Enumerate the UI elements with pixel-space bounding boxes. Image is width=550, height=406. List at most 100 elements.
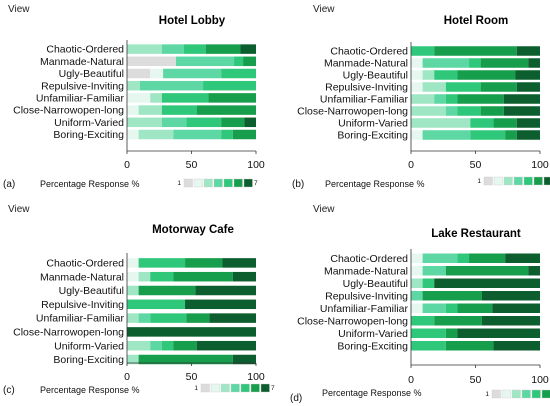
bar-repulsive-inviting-level-6 bbox=[422, 291, 482, 301]
bar-manmade-natural-level-6 bbox=[480, 58, 529, 68]
bar-unfamiliar-familiar-level-5 bbox=[150, 313, 187, 323]
bar-chaotic-ordered-level-7 bbox=[222, 258, 256, 268]
panel-lake-restaurant: View Lake Restaurant Chaotic-OrderedManm… bbox=[290, 204, 550, 404]
category-label-manmade-natural: Manmade-Natural bbox=[40, 271, 124, 283]
bar-boring-exciting-level-7 bbox=[232, 354, 256, 365]
legend-min-label: 1 bbox=[194, 385, 198, 392]
category-label-ugly-beautiful: Ugly-Beautiful bbox=[343, 70, 408, 82]
bar-repulsive-inviting-level-4 bbox=[411, 291, 423, 301]
category-label-close-narrowopen-long: Close-Narrowopen-long bbox=[297, 106, 408, 118]
bar-manmade-natural-level-5 bbox=[150, 271, 174, 282]
bar-close-narrowopen-long-level-5 bbox=[161, 105, 197, 115]
bar-uniform-varied-level-4 bbox=[150, 340, 162, 351]
bar-boring-exciting-level-5 bbox=[221, 129, 233, 140]
bar-close-narrowopen-long-level-6 bbox=[480, 106, 504, 116]
bar-repulsive-inviting-level-5 bbox=[445, 82, 481, 92]
category-label-boring-exciting: Boring-Exciting bbox=[337, 130, 408, 142]
panel-label: (c) bbox=[3, 385, 15, 396]
panel-label: (a) bbox=[3, 179, 15, 190]
chart-title: Hotel Lobby bbox=[159, 15, 226, 27]
bar-unfamiliar-familiar-level-5 bbox=[161, 93, 209, 103]
bar-unfamiliar-familiar-level-7 bbox=[209, 313, 256, 323]
chart-title: Hotel Room bbox=[444, 15, 509, 27]
legend-swatch-level-1 bbox=[483, 176, 493, 186]
bar-chaotic-ordered-level-2 bbox=[411, 253, 423, 263]
x-tick-label-50: 50 bbox=[186, 371, 198, 383]
chart-title: Lake Restaurant bbox=[431, 228, 521, 240]
bar-chaotic-ordered-level-5 bbox=[138, 258, 186, 268]
legend-swatch-level-7 bbox=[543, 176, 550, 186]
bar-ugly-beautiful-level-7 bbox=[195, 285, 256, 296]
x-tick-label-0: 0 bbox=[124, 159, 130, 171]
legend-swatch-level-3 bbox=[203, 178, 213, 188]
legend-max-label: 7 bbox=[254, 180, 258, 187]
bar-chaotic-ordered-level-5 bbox=[183, 44, 206, 54]
bar-manmade-natural-level-6 bbox=[173, 271, 233, 282]
bar-manmade-natural-level-5 bbox=[469, 58, 481, 68]
bar-unfamiliar-familiar-level-2 bbox=[411, 303, 423, 313]
bar-ugly-beautiful-level-7 bbox=[434, 278, 540, 288]
bar-repulsive-inviting-level-6 bbox=[480, 82, 517, 92]
bar-close-narrowopen-long-level-7 bbox=[503, 106, 540, 116]
bar-unfamiliar-familiar-level-6 bbox=[208, 93, 256, 103]
bar-ugly-beautiful-level-6 bbox=[138, 285, 196, 296]
x-tick-label-100: 100 bbox=[531, 374, 549, 386]
bar-unfamiliar-familiar-level-5 bbox=[445, 303, 458, 313]
bar-repulsive-inviting-level-4 bbox=[139, 80, 204, 91]
category-label-boring-exciting: Boring-Exciting bbox=[53, 354, 124, 366]
x-axis-label: Percentage Response % bbox=[325, 179, 425, 189]
bar-uniform-varied-level-7 bbox=[196, 340, 256, 351]
panel-motorway-cafe: View Motorway Cafe Chaotic-OrderedManmad… bbox=[3, 204, 275, 396]
bar-uniform-varied-level-5 bbox=[470, 118, 494, 128]
legend-min-label: 1 bbox=[477, 178, 481, 185]
bar-manmade-natural-level-6 bbox=[445, 266, 529, 276]
bar-unfamiliar-familiar-level-7 bbox=[503, 94, 540, 104]
bar-unfamiliar-familiar-level-4 bbox=[138, 313, 151, 323]
category-label-manmade-natural: Manmade-Natural bbox=[324, 265, 408, 277]
bar-ugly-beautiful-level-7 bbox=[515, 70, 540, 80]
bar-close-narrowopen-long-level-2 bbox=[127, 105, 139, 115]
bar-ugly-beautiful-level-5 bbox=[434, 70, 458, 80]
legend-swatch-level-1 bbox=[200, 383, 210, 393]
bar-uniform-varied-level-6 bbox=[445, 328, 458, 338]
bar-manmade-natural-level-4 bbox=[422, 58, 470, 68]
bar-manmade-natural-level-1 bbox=[127, 56, 177, 67]
bar-close-narrowopen-long-level-7 bbox=[127, 327, 256, 337]
bar-ugly-beautiful-level-6 bbox=[457, 70, 516, 80]
x-tick-label-50: 50 bbox=[470, 374, 482, 386]
bar-manmade-natural-level-4 bbox=[176, 56, 235, 67]
x-tick-label-50: 50 bbox=[186, 159, 198, 171]
bar-chaotic-ordered-level-7 bbox=[240, 44, 256, 54]
bar-repulsive-inviting-level-7 bbox=[481, 291, 540, 301]
bar-manmade-natural-level-2 bbox=[411, 58, 423, 68]
legend-swatch-level-6 bbox=[541, 389, 550, 399]
bar-ugly-beautiful-level-4 bbox=[163, 68, 222, 79]
bar-ugly-beautiful-level-2 bbox=[411, 70, 423, 80]
legend-swatch-level-3 bbox=[511, 389, 521, 399]
bar-manmade-natural-level-6 bbox=[243, 56, 256, 67]
bar-boring-exciting-level-4 bbox=[173, 129, 222, 140]
bar-chaotic-ordered-level-4 bbox=[161, 44, 184, 54]
view-label: View bbox=[313, 204, 335, 215]
x-tick-label-0: 0 bbox=[408, 159, 414, 171]
panel-label: (b) bbox=[292, 179, 304, 190]
legend-swatch-level-6 bbox=[250, 383, 260, 393]
bar-unfamiliar-familiar-level-3 bbox=[411, 94, 435, 104]
bar-boring-exciting-level-6 bbox=[232, 129, 256, 140]
legend-min-label: 1 bbox=[177, 180, 181, 187]
bar-chaotic-ordered-level-4 bbox=[422, 253, 458, 263]
bar-unfamiliar-familiar-level-2 bbox=[127, 93, 151, 103]
category-label-uniform-varied: Uniform-Varied bbox=[54, 117, 124, 129]
category-label-boring-exciting: Boring-Exciting bbox=[337, 340, 408, 352]
bar-chaotic-ordered-level-6 bbox=[185, 258, 223, 268]
bar-chaotic-ordered-level-7 bbox=[505, 253, 540, 263]
panel-hotel-room: View Hotel Room Chaotic-OrderedManmade-N… bbox=[292, 4, 550, 190]
bar-boring-exciting-level-5 bbox=[470, 130, 506, 140]
legend-swatch-level-5 bbox=[223, 178, 233, 188]
bar-unfamiliar-familiar-level-4 bbox=[422, 303, 446, 313]
bar-uniform-varied-level-6 bbox=[173, 340, 197, 351]
category-label-ugly-beautiful: Ugly-Beautiful bbox=[343, 278, 408, 290]
bar-chaotic-ordered-level-6 bbox=[434, 46, 517, 56]
legend-swatch-level-6 bbox=[533, 176, 543, 186]
bar-uniform-varied-level-6 bbox=[221, 117, 245, 128]
